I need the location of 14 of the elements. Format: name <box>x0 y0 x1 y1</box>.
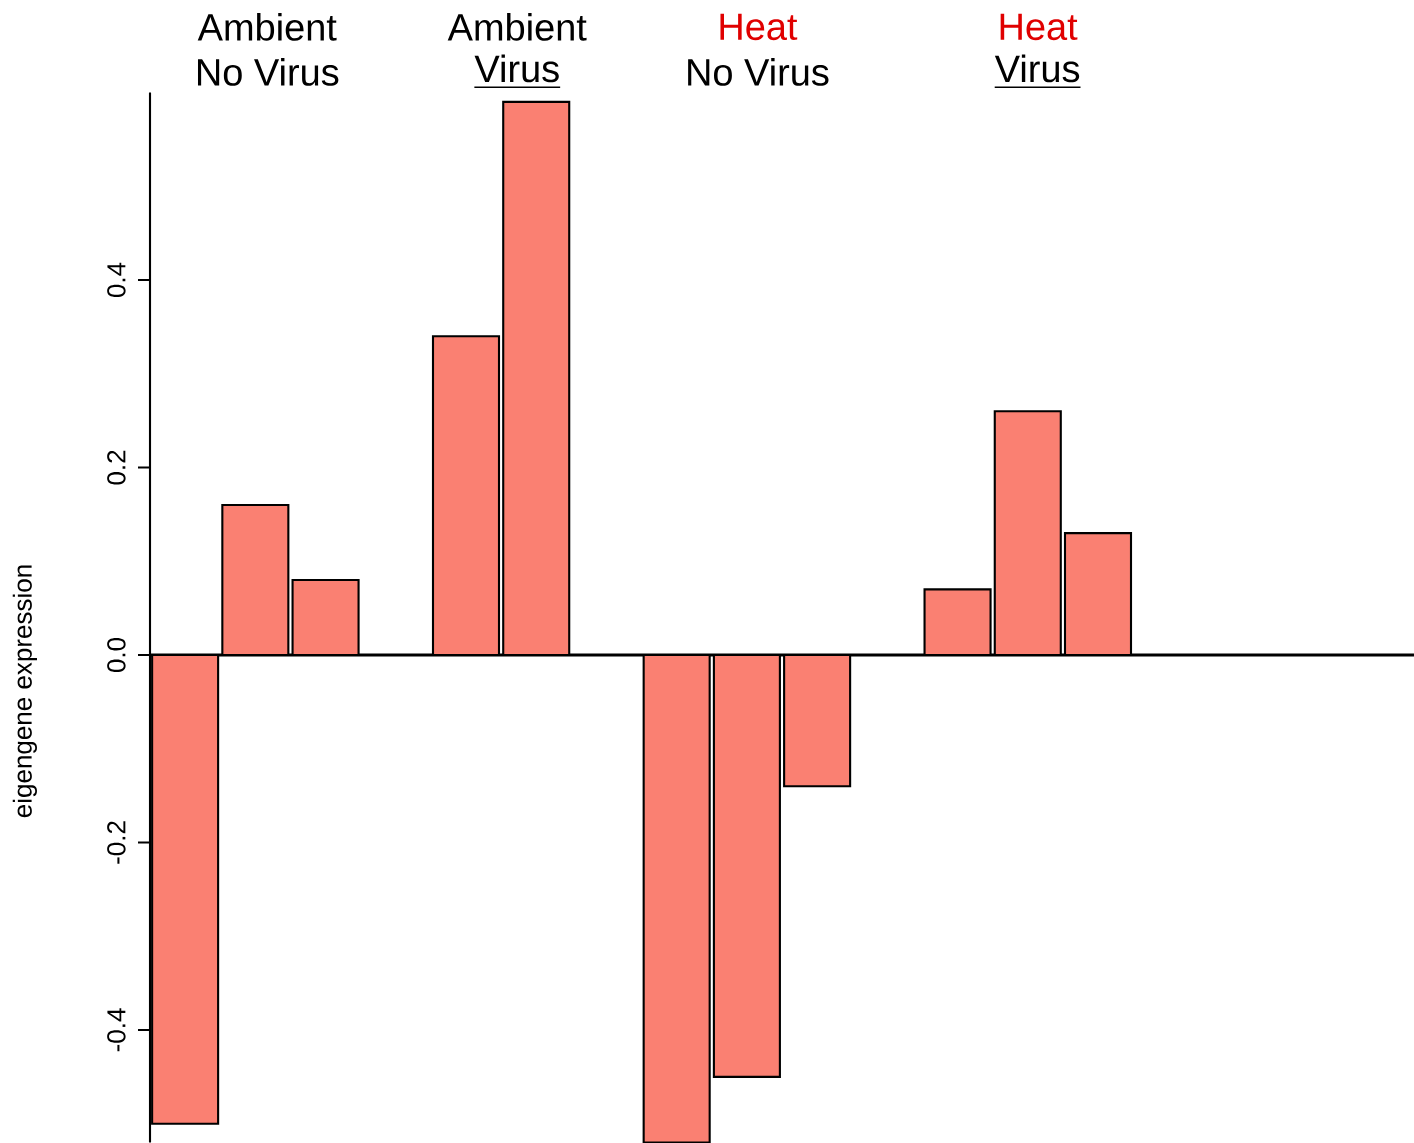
text: Ambient <box>197 12 337 41</box>
y-tick-label: 0.0 <box>107 637 126 673</box>
text: Heat <box>720 13 798 41</box>
text: No Virus <box>688 57 829 86</box>
y-tick-label: -0.2 <box>107 821 126 864</box>
text: Ambient <box>447 12 587 41</box>
y-axis-title: eigengene expression <box>12 565 37 818</box>
text: Virus <box>994 54 1080 83</box>
text: No Virus <box>197 57 339 86</box>
y-tick-label: 0.2 <box>107 450 126 485</box>
text: Heat <box>1000 13 1078 41</box>
y-tick-label: 0.4 <box>107 262 126 298</box>
text: Virus <box>474 54 559 83</box>
y-tick-label: -0.4 <box>107 1008 126 1052</box>
